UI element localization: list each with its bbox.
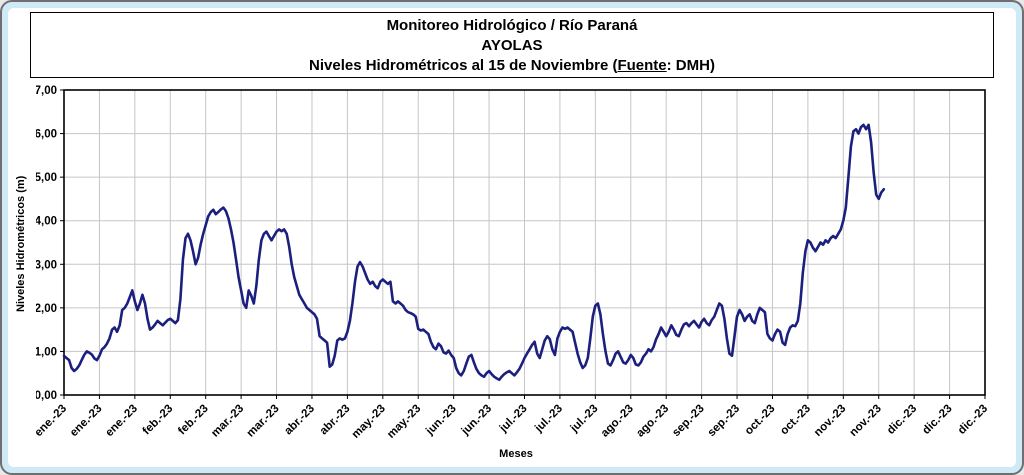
series-line — [62, 123, 886, 382]
y-tick-label: 2,00 — [36, 303, 57, 315]
x-tick-label: sep.-23 — [706, 403, 743, 440]
x-tick-label: mar.-23 — [209, 403, 246, 440]
chart-inner-area: Monitoreo Hidrológico / Río Paraná AYOLA… — [8, 8, 1016, 467]
title-line-3-fuente: Fuente — [617, 56, 667, 74]
x-tick-label: jul.-23 — [568, 403, 601, 436]
x-tick-label: ago.-23 — [599, 403, 636, 440]
x-tick-label: jun.-23 — [459, 403, 494, 438]
x-tick-label: dic.-23 — [956, 403, 990, 437]
x-axis-title: Meses — [499, 448, 533, 460]
x-tick-label: abr.-23 — [282, 403, 317, 438]
x-tick-label: jul.-23 — [497, 403, 530, 436]
x-tick-label: abr.-23 — [318, 403, 353, 438]
y-tick-label: 6,00 — [36, 129, 57, 141]
x-tick-label: ene.-23 — [68, 403, 105, 440]
x-tick-label: jul.-23 — [532, 403, 565, 436]
y-tick-label: 3,00 — [36, 259, 57, 271]
y-tick-label: 7,00 — [36, 85, 57, 97]
chart-title-box: Monitoreo Hidrológico / Río Paraná AYOLA… — [30, 12, 994, 79]
x-tick-label: oct.-23 — [778, 403, 813, 438]
x-tick-label: feb.-23 — [141, 403, 176, 438]
title-line-3-prefix: Niveles Hidrométricos al 15 de Noviembre… — [309, 56, 618, 74]
title-line-2: AYOLAS — [481, 36, 543, 54]
y-tick-label: 0,00 — [36, 390, 57, 402]
title-line-3: Niveles Hidrométricos al 15 de Noviembre… — [31, 56, 993, 76]
x-tick-label: sep.-23 — [670, 403, 707, 440]
x-tick-label: jun.-23 — [423, 403, 458, 438]
y-tick-label: 5,00 — [36, 172, 57, 184]
x-tick-label: ene.-23 — [103, 403, 140, 440]
plot-border — [63, 89, 986, 396]
x-tick-label: nov.-23 — [812, 403, 848, 439]
title-line-3-suffix: : DMH) — [666, 56, 715, 74]
title-line-1: Monitoreo Hidrológico / Río Paraná — [386, 17, 638, 34]
x-tick-label: feb.-23 — [176, 403, 211, 438]
y-tick-label: 1,00 — [36, 346, 57, 358]
x-tick-label: nov.-23 — [847, 403, 883, 439]
x-tick-label: mar.-23 — [245, 403, 282, 440]
x-tick-label: dic.-23 — [920, 403, 954, 437]
x-tick-label: may.-23 — [350, 403, 388, 441]
y-tick-label: 4,00 — [36, 216, 57, 228]
x-tick-label: may.-23 — [385, 403, 423, 441]
x-tick-label: ene.-23 — [36, 403, 69, 440]
x-tick-label: oct.-23 — [743, 403, 778, 438]
x-tick-label: dic.-23 — [885, 403, 919, 437]
x-tick-label: ago.-23 — [634, 403, 671, 440]
y-axis-title: Niveles Hidrométricos (m) — [15, 175, 27, 313]
